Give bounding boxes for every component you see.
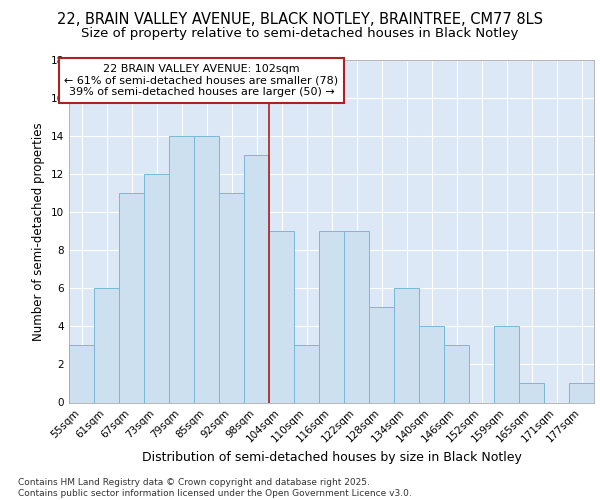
Bar: [119, 193, 144, 402]
Y-axis label: Number of semi-detached properties: Number of semi-detached properties: [32, 122, 46, 340]
Bar: [194, 136, 219, 402]
Text: 22 BRAIN VALLEY AVENUE: 102sqm
← 61% of semi-detached houses are smaller (78)
39: 22 BRAIN VALLEY AVENUE: 102sqm ← 61% of …: [64, 64, 338, 97]
Text: 22, BRAIN VALLEY AVENUE, BLACK NOTLEY, BRAINTREE, CM77 8LS: 22, BRAIN VALLEY AVENUE, BLACK NOTLEY, B…: [57, 12, 543, 28]
Bar: [569, 384, 594, 402]
Bar: [369, 308, 394, 402]
Bar: [444, 346, 469, 403]
Text: Size of property relative to semi-detached houses in Black Notley: Size of property relative to semi-detach…: [82, 28, 518, 40]
Bar: [144, 174, 169, 402]
Bar: [344, 231, 369, 402]
X-axis label: Distribution of semi-detached houses by size in Black Notley: Distribution of semi-detached houses by …: [142, 451, 521, 464]
Bar: [319, 231, 344, 402]
Bar: [269, 231, 294, 402]
Bar: [69, 346, 94, 403]
Bar: [494, 326, 519, 402]
Text: Contains HM Land Registry data © Crown copyright and database right 2025.
Contai: Contains HM Land Registry data © Crown c…: [18, 478, 412, 498]
Bar: [419, 326, 444, 402]
Bar: [169, 136, 194, 402]
Bar: [519, 384, 544, 402]
Bar: [394, 288, 419, 403]
Bar: [219, 193, 244, 402]
Bar: [94, 288, 119, 403]
Bar: [294, 346, 319, 403]
Bar: [244, 155, 269, 402]
